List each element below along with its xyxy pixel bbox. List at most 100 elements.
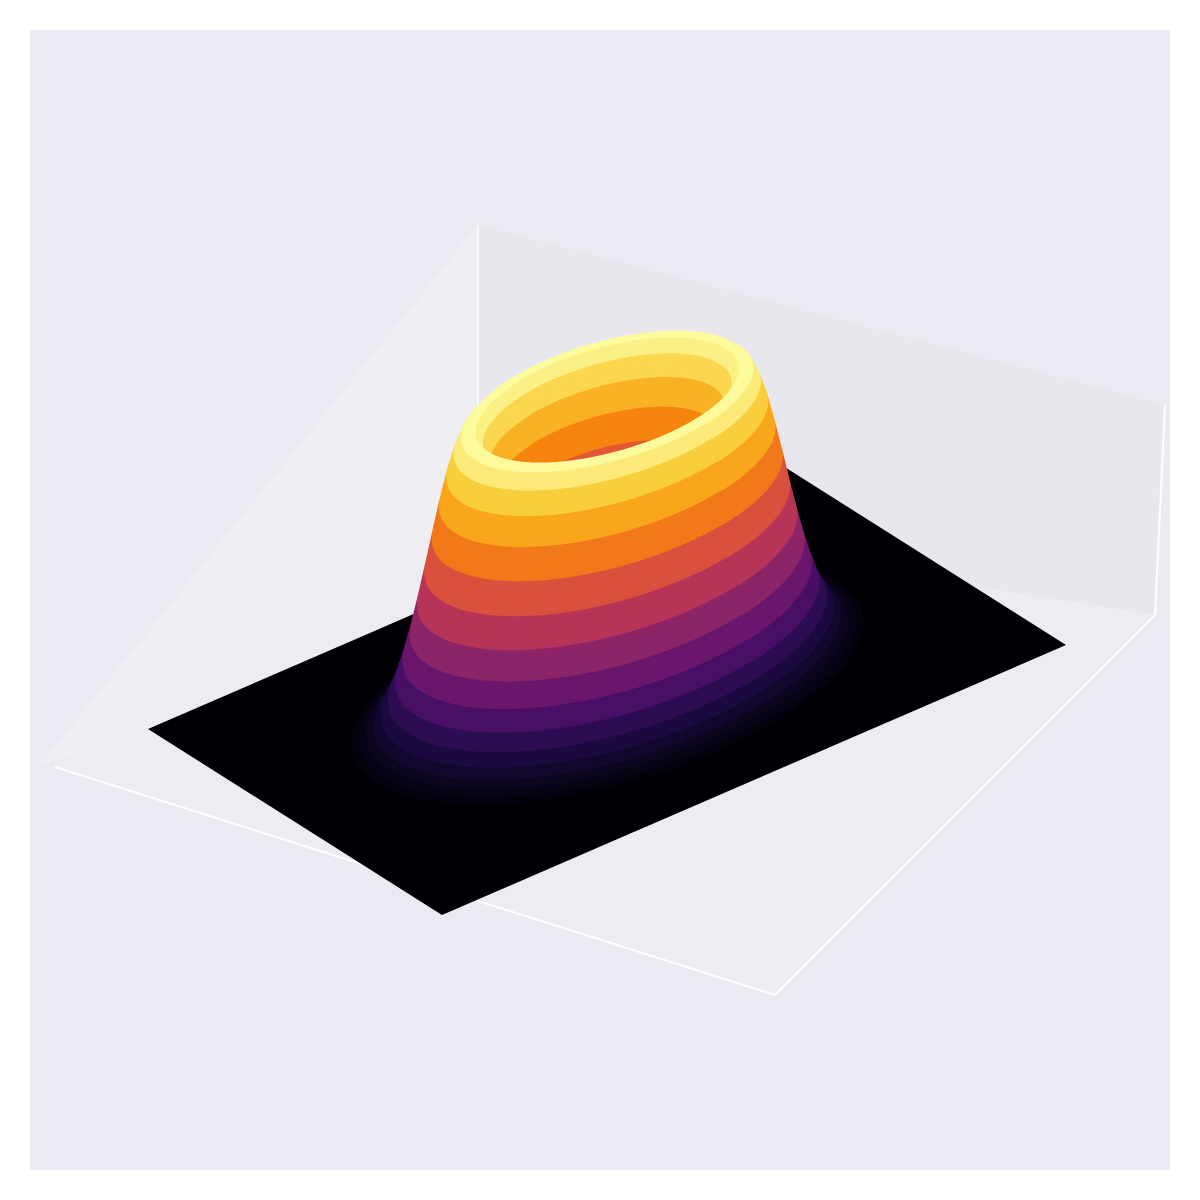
- surface-patch: [612, 411, 619, 447]
- surface-patch: [589, 538, 599, 575]
- surface-patch: [590, 507, 599, 541]
- surface-patch: [576, 700, 588, 727]
- surface-patch: [620, 530, 630, 567]
- surface-patch: [633, 709, 645, 732]
- surface: [148, 330, 1066, 915]
- surface-patch: [605, 461, 613, 482]
- surface-patch: [564, 744, 577, 763]
- surface-patch: [579, 608, 590, 645]
- surface-patch: [612, 502, 622, 536]
- surface-patch: [595, 696, 606, 723]
- surface-patch: [619, 500, 629, 534]
- surface-patch: [613, 566, 623, 604]
- surface-patch: [621, 598, 632, 635]
- surface-patch: [598, 480, 607, 509]
- surface-patch: [627, 528, 638, 565]
- surface-patch: [588, 571, 598, 610]
- surface-patch: [586, 671, 597, 702]
- surface-patch: [596, 570, 606, 608]
- surface-patch: [631, 659, 643, 690]
- surface-patch: [585, 698, 597, 725]
- surface-patch: [622, 631, 633, 666]
- surface-patch: [629, 595, 640, 633]
- surface-patch: [623, 711, 635, 735]
- surface-patch: [604, 636, 615, 670]
- surface-patch: [578, 641, 589, 676]
- surface-patch: [605, 568, 615, 606]
- floor-edge-front-right: [774, 614, 1156, 996]
- surface-patch: [590, 482, 600, 510]
- surface-patch: [614, 714, 626, 737]
- surface-patch: [618, 357, 626, 383]
- surface-patch: [607, 359, 614, 385]
- surface-patch: [636, 559, 647, 597]
- surface-patch: [601, 345, 609, 364]
- surface-patch: [419, 792, 435, 802]
- surface-patch: [587, 606, 598, 643]
- surface-patch: [605, 479, 614, 507]
- surface-patch: [574, 742, 586, 761]
- surface-patch: [619, 475, 628, 503]
- surface-patch: [614, 733, 626, 752]
- surface-patch: [605, 602, 615, 639]
- surface-patch: [585, 721, 597, 744]
- surface-patch: [652, 702, 664, 726]
- surface-patch: [618, 457, 627, 479]
- surface-patch: [613, 600, 623, 637]
- surface-patch: [604, 736, 616, 755]
- surface-patch: [612, 358, 620, 384]
- surface-patch: [597, 505, 606, 539]
- surface-patch: [595, 347, 603, 365]
- surface-patch: [624, 730, 636, 750]
- surface-patch: [612, 532, 622, 569]
- surface-patch: [602, 384, 609, 416]
- surface-patch: [628, 561, 639, 600]
- surface-patch: [623, 689, 635, 716]
- surface-patch: [607, 412, 614, 448]
- surface-patch: [620, 563, 631, 602]
- surface-patch: [562, 759, 575, 775]
- surface-patch: [641, 683, 653, 710]
- surface-patch: [596, 638, 606, 672]
- surface-patch: [575, 723, 587, 746]
- pane-edge-back: [1154, 404, 1166, 616]
- surface-patch: [632, 686, 644, 713]
- surface-patch: [591, 464, 600, 485]
- surface-patch: [604, 666, 615, 698]
- surface-patch: [605, 534, 614, 571]
- surface-patch: [597, 385, 604, 417]
- surface-patch: [581, 539, 591, 576]
- surface-patch: [607, 344, 615, 362]
- surface-patch: [604, 717, 616, 740]
- surface-patch: [598, 463, 607, 484]
- surface-patch: [565, 725, 578, 747]
- surface-patch: [602, 361, 609, 387]
- surface-patch: [605, 504, 614, 538]
- surface-patch: [566, 702, 579, 728]
- surface-patch: [626, 498, 636, 532]
- surface-patch: [639, 626, 650, 661]
- surface-patch: [625, 455, 634, 477]
- surface-patch: [612, 381, 619, 414]
- surface-patch: [622, 662, 634, 693]
- surface-patch: [582, 509, 592, 542]
- surface-patch: [602, 413, 609, 449]
- surface-patch: [613, 343, 621, 361]
- surface-patch: [613, 633, 624, 668]
- surface-patch: [618, 342, 627, 360]
- surface-patch: [597, 536, 606, 573]
- surface-patch: [580, 573, 591, 611]
- left-pane: [42, 225, 478, 763]
- surface-patch: [642, 706, 655, 729]
- surface-patch: [637, 593, 649, 630]
- surface-patch: [613, 664, 624, 695]
- surface-patch: [640, 656, 652, 688]
- surface-patch: [584, 740, 596, 759]
- surface-patch: [596, 362, 604, 388]
- surface-patch: [596, 604, 606, 641]
- surface-patch: [612, 477, 621, 505]
- surface-patch: [587, 640, 598, 674]
- surface-patch: [611, 459, 620, 480]
- surface-patch: [630, 628, 641, 663]
